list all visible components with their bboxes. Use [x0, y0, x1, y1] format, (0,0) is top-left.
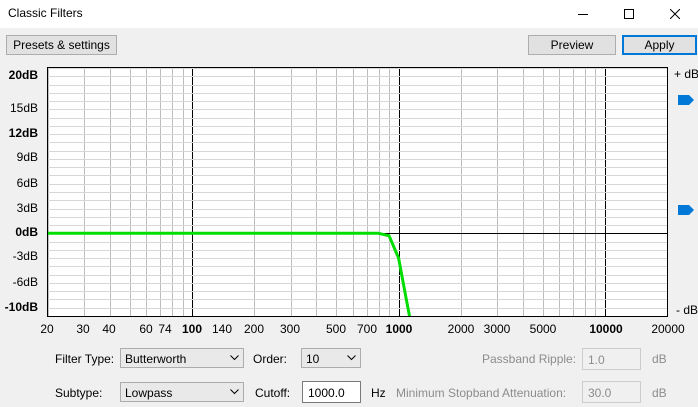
x-axis-label: 140: [211, 322, 233, 336]
y-axis-label: 20dB: [8, 68, 38, 82]
chevron-down-icon: [230, 389, 239, 395]
db-top-label: + dB: [674, 67, 698, 81]
y-axis-label: -3dB: [12, 249, 38, 263]
stopband-attenuation-value: 30.0: [588, 386, 612, 400]
filter-type-value: Butterworth: [125, 352, 187, 366]
y-axis-label: -10dB: [4, 300, 38, 314]
stopband-attenuation-unit: dB: [652, 386, 667, 400]
window-title: Classic Filters: [8, 6, 83, 20]
filter-type-label: Filter Type:: [55, 352, 115, 366]
presets-settings-button[interactable]: Presets & settings: [6, 35, 117, 55]
x-axis-label: 300: [279, 322, 301, 336]
y-axis-label: 12dB: [8, 126, 38, 140]
order-label: Order:: [253, 352, 288, 366]
x-axis-label: 40: [102, 322, 116, 336]
subtype-select[interactable]: Lowpass: [120, 382, 244, 402]
cutoff-unit: Hz: [371, 386, 386, 400]
cutoff-value: 1000.0: [308, 386, 345, 400]
stopband-attenuation-input[interactable]: 30.0: [582, 381, 641, 403]
x-axis-label: 5000: [529, 322, 557, 336]
subtype-label: Subtype:: [55, 386, 103, 400]
x-axis-label: 2000: [447, 322, 475, 336]
slider-thumb-icon: [678, 95, 694, 105]
cutoff-label: Cutoff:: [255, 386, 291, 400]
passband-ripple-label: Passband Ripple:: [482, 352, 577, 366]
x-axis-label: 74: [158, 322, 172, 336]
close-button[interactable]: [652, 0, 698, 28]
maximize-button[interactable]: [606, 0, 652, 28]
minimize-icon: [578, 14, 588, 15]
response-plot: [48, 68, 667, 316]
db-bottom-label: - dB: [676, 303, 698, 317]
order-select[interactable]: 10: [301, 348, 361, 368]
x-axis-label: 20: [40, 322, 54, 336]
subtype-value: Lowpass: [125, 386, 173, 400]
order-value: 10: [306, 352, 320, 366]
db-max-slider[interactable]: [678, 95, 694, 105]
y-axis-label: 9dB: [16, 150, 38, 164]
x-axis-label: 3000: [483, 322, 511, 336]
x-axis-label: 700: [356, 322, 378, 336]
frequency-response-graph: [47, 67, 668, 317]
chevron-down-icon: [347, 355, 356, 361]
passband-ripple-input[interactable]: 1.0: [582, 348, 641, 370]
x-axis-label: 200: [243, 322, 265, 336]
stopband-attenuation-label: Minimum Stopband Attenuation:: [396, 386, 567, 400]
title-bar: Classic Filters: [0, 0, 698, 28]
passband-ripple-value: 1.0: [588, 353, 605, 367]
close-icon: [670, 9, 680, 19]
chevron-down-icon: [230, 355, 239, 361]
x-axis-label: 500: [325, 322, 347, 336]
y-axis-label: 0dB: [15, 225, 38, 239]
response-curve: [48, 231, 411, 316]
y-axis-label: 6dB: [16, 176, 38, 190]
db-min-slider[interactable]: [678, 205, 694, 215]
x-axis-label: 100: [181, 322, 203, 336]
slider-thumb-icon: [678, 205, 694, 215]
y-axis-label: 15dB: [9, 101, 38, 115]
x-axis-label: 20000: [651, 322, 685, 336]
y-axis-label: -6dB: [12, 275, 38, 289]
minimize-button[interactable]: [560, 0, 606, 28]
filter-type-select[interactable]: Butterworth: [120, 348, 244, 368]
x-axis-label: 30: [76, 322, 90, 336]
x-axis-label: 60: [139, 322, 153, 336]
maximize-icon: [624, 9, 634, 19]
apply-button[interactable]: Apply: [622, 35, 697, 55]
passband-ripple-unit: dB: [652, 352, 667, 366]
preview-button[interactable]: Preview: [528, 35, 616, 55]
x-axis-label: 10000: [589, 322, 623, 336]
y-axis-label: 3dB: [16, 201, 38, 215]
cutoff-input[interactable]: 1000.0: [302, 381, 361, 403]
x-axis-label: 1000: [385, 322, 413, 336]
